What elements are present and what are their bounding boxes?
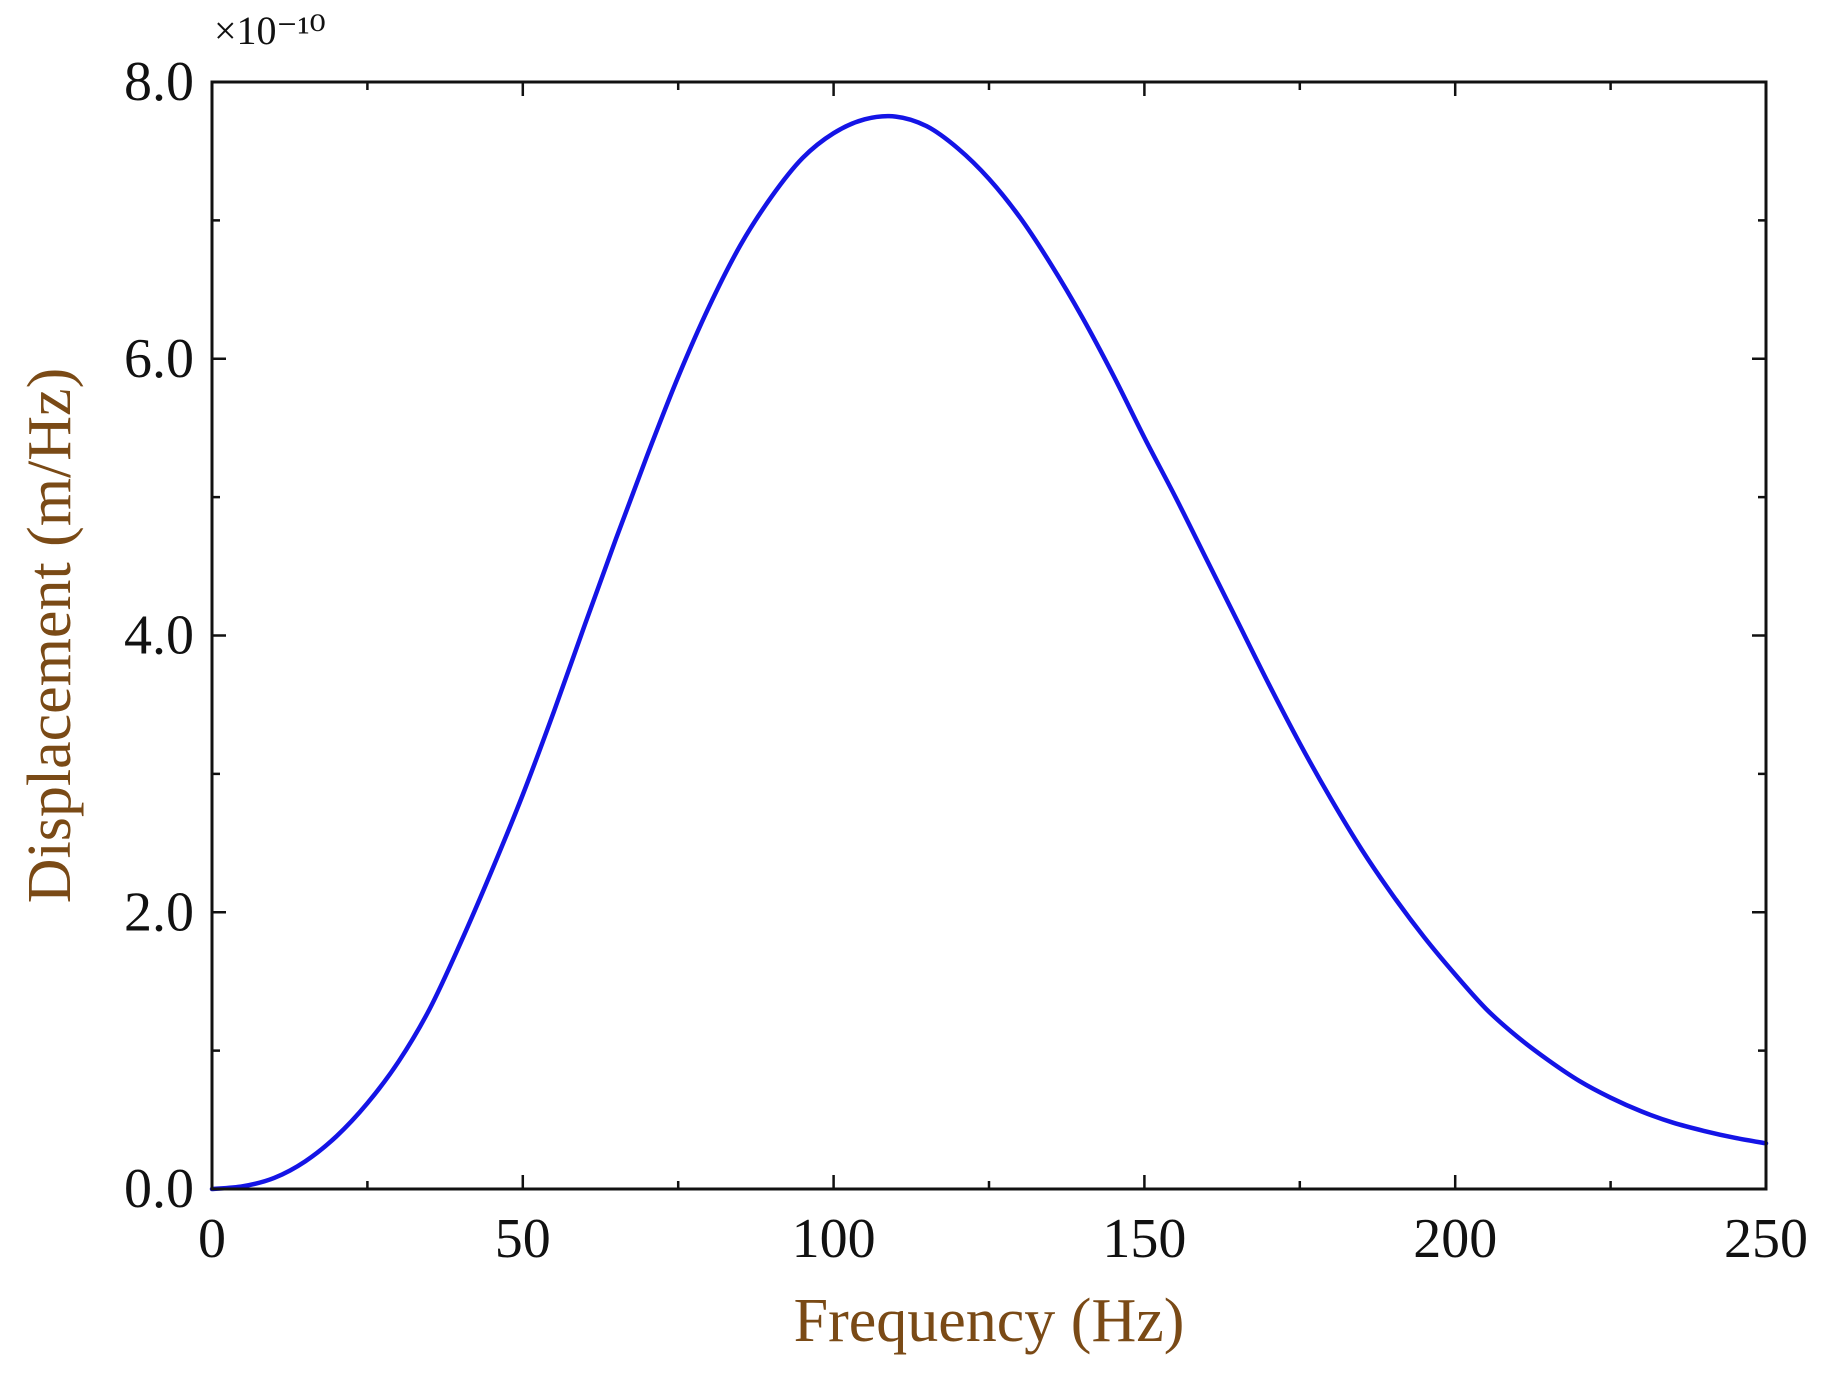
y-axis-title: Displacement (m/Hz) xyxy=(16,368,84,903)
displacement-line xyxy=(209,113,1769,1192)
y-tick-label: 6.0 xyxy=(124,328,194,390)
plot-frame xyxy=(210,80,1768,1191)
x-tick-label: 150 xyxy=(1102,1208,1186,1270)
x-tick-label: 100 xyxy=(792,1208,876,1270)
y-tick-label: 8.0 xyxy=(124,51,194,113)
x-tick-label: 250 xyxy=(1724,1208,1808,1270)
x-tick-label: 200 xyxy=(1413,1208,1497,1270)
tick-labels: 0 50 100 150 200 250 0.0 2.0 4.0 6.0 8.0 xyxy=(124,51,1808,1270)
x-axis-title: Frequency (Hz) xyxy=(794,1287,1185,1355)
x-tick-label: 50 xyxy=(495,1208,551,1270)
y-tick-label: 0.0 xyxy=(124,1158,194,1220)
y-tick-label: 4.0 xyxy=(124,605,194,667)
x-tick-label: 0 xyxy=(198,1208,226,1270)
y-tick-label: 2.0 xyxy=(124,881,194,943)
y-multiplier-label: ×10⁻¹⁰ xyxy=(214,8,326,53)
